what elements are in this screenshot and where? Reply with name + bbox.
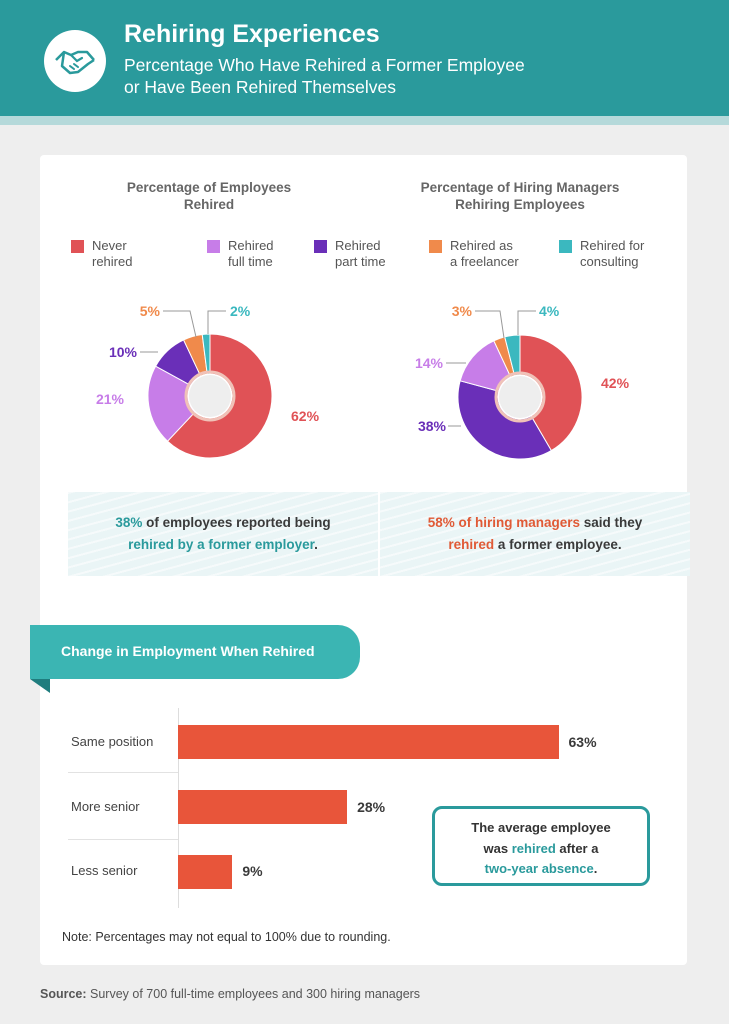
employees-callout-highlight: 38% <box>115 515 143 530</box>
managers-callout-highlight-2: rehired <box>448 537 495 552</box>
legend-label-line-2: full time <box>228 254 273 269</box>
row-divider <box>68 772 178 773</box>
legend-swatch <box>429 240 442 253</box>
bar-value-same-position: 63% <box>568 734 597 750</box>
rounding-note: Note: Percentages may not equal to 100% … <box>62 930 391 944</box>
managers-callout-text: said they <box>580 515 643 530</box>
managers-callout-end: a former employee. <box>494 537 622 552</box>
fact-line-3-highlight: two-year absence <box>484 861 594 876</box>
legend-label-line-2: consulting <box>580 254 639 269</box>
row-divider <box>68 839 178 840</box>
legend-item-rehired-freelancer: Rehired as a freelancer <box>429 238 519 270</box>
bar-label-same-position: Same position <box>71 734 154 749</box>
employees-chart-title-line-1: Percentage of Employees <box>126 180 292 195</box>
source-text: Survey of 700 full-time employees and 30… <box>86 987 421 1001</box>
bar-value-more-senior: 28% <box>357 799 386 815</box>
legend-label-line-2: rehired <box>92 254 133 269</box>
legend-label-line-1: Rehired <box>335 238 381 253</box>
page-subtitle: Percentage Who Have Rehired a Former Emp… <box>124 54 525 98</box>
legend-item-rehired-full-time: Rehired full time <box>207 238 274 270</box>
bar-more-senior <box>178 790 348 824</box>
fact-line-2: was rehired after a <box>435 839 647 860</box>
employees-callout: 38% of employees reported being rehired … <box>68 492 378 576</box>
bar-chart-title: Change in Employment When Rehired <box>61 643 315 659</box>
managers-callout: 58% of hiring managers said they rehired… <box>380 492 690 576</box>
fact-line-3-end: . <box>593 861 598 876</box>
average-absence-fact-box: The average employee was rehired after a… <box>432 806 650 886</box>
source-label: Source: <box>40 987 87 1001</box>
legend-swatch <box>559 240 572 253</box>
legend-label-line-1: Rehired for <box>580 238 645 253</box>
employees-chart-title-line-2: Rehired <box>183 197 235 212</box>
employees-callout-end: . <box>314 537 318 552</box>
fact-line-1: The average employee <box>471 820 611 835</box>
fact-line-2-end: after a <box>555 840 599 856</box>
employees-callout-text: of employees reported being <box>142 515 331 530</box>
legend-label-line-1: Never <box>92 238 127 253</box>
legend-label-line-1: Rehired <box>228 238 274 253</box>
legend-swatch <box>314 240 327 253</box>
bar-label-more-senior: More senior <box>71 799 140 814</box>
header-banner <box>0 0 729 116</box>
bar-less-senior <box>178 855 233 889</box>
subtitle-line-1: Percentage Who Have Rehired a Former Emp… <box>124 55 525 75</box>
bar-label-less-senior: Less senior <box>71 863 138 878</box>
managers-chart-title-line-2: Rehiring Employees <box>455 197 585 212</box>
managers-chart-title: Percentage of Hiring Managers Rehiring E… <box>390 179 650 213</box>
source-line: Source: Survey of 700 full-time employee… <box>40 987 420 1001</box>
page-title: Rehiring Experiences <box>124 20 380 48</box>
managers-callout-highlight: 58% of hiring managers <box>427 515 580 530</box>
legend-label-line-1: Rehired as <box>450 238 513 253</box>
employees-callout-highlight-2: rehired by a former employer <box>128 537 315 552</box>
bar-same-position <box>178 725 559 759</box>
fact-line-2-text: was <box>483 840 512 856</box>
bar-value-less-senior: 9% <box>242 863 263 879</box>
legend-item-rehired-part-time: Rehired part time <box>314 238 386 270</box>
legend-swatch <box>207 240 220 253</box>
section-banner-tail <box>30 679 50 693</box>
subtitle-line-2: or Have Been Rehired Themselves <box>124 77 397 97</box>
legend-label-line-2: a freelancer <box>450 254 519 269</box>
fact-line-3: two-year absence. <box>435 859 647 880</box>
legend-item-never-rehired: Never rehired <box>71 238 132 270</box>
employees-chart-title: Percentage of Employees Rehired <box>79 179 339 213</box>
header-accent-band <box>0 116 729 125</box>
legend-label-line-2: part time <box>335 254 386 269</box>
legend-item-rehired-consulting: Rehired for consulting <box>559 238 644 270</box>
section-banner <box>30 625 360 679</box>
fact-line-2-highlight: rehired <box>511 840 556 856</box>
legend-swatch <box>71 240 84 253</box>
managers-chart-title-line-1: Percentage of Hiring Managers <box>420 180 620 195</box>
handshake-icon <box>44 30 106 92</box>
